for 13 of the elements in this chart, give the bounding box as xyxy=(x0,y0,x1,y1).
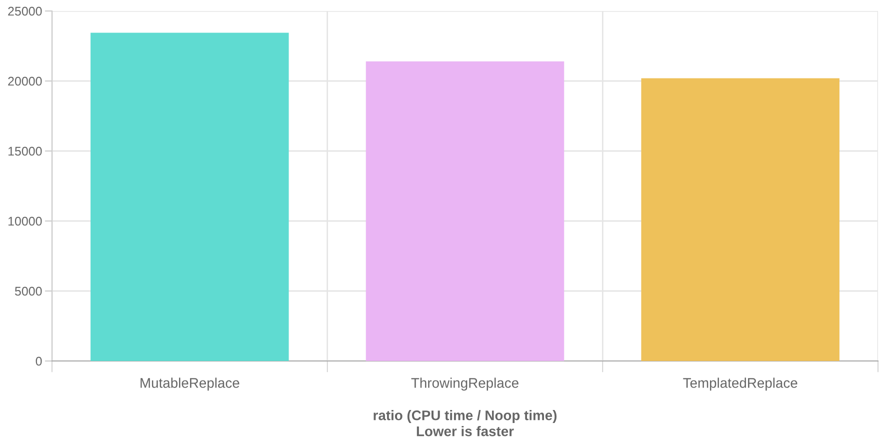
bar xyxy=(641,78,840,361)
y-tick-label: 15000 xyxy=(8,146,42,156)
y-tick-label: 20000 xyxy=(8,76,42,86)
y-tick-label: 10000 xyxy=(8,216,42,226)
x-tick-label: MutableReplace xyxy=(140,378,240,391)
y-tick-label: 5000 xyxy=(14,286,42,296)
y-tick-label: 0 xyxy=(36,356,42,366)
x-axis-title: ratio (CPU time / Noop time) Lower is faster xyxy=(374,410,557,436)
bar xyxy=(90,32,289,361)
x-tick-label: ThrowingReplace xyxy=(411,378,518,391)
y-tick-label: 25000 xyxy=(8,6,42,16)
bar xyxy=(366,61,564,361)
x-tick-label: TemplatedReplace xyxy=(683,378,798,391)
